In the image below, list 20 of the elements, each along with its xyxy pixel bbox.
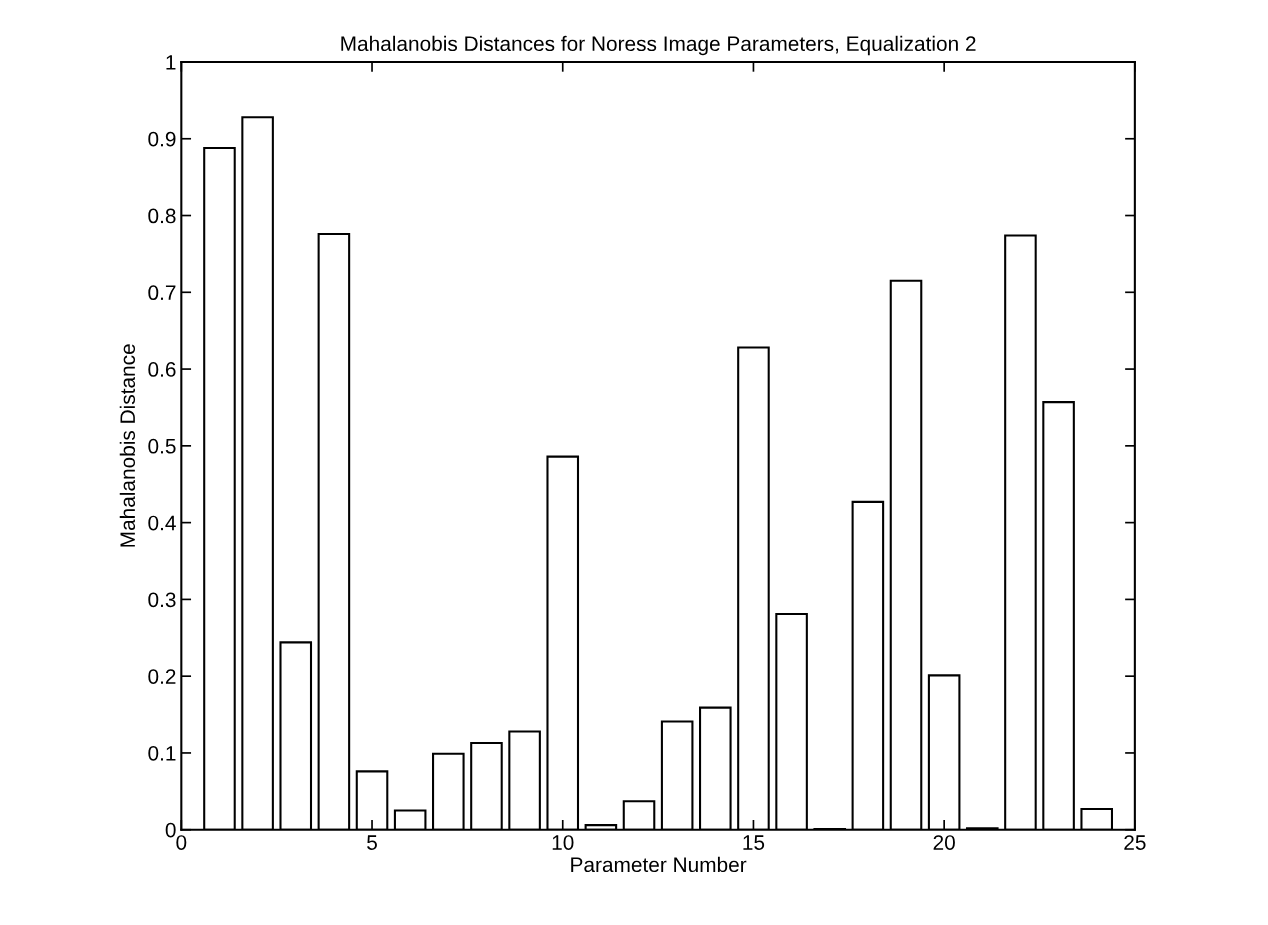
y-tick-label: 0.6 — [148, 362, 176, 377]
y-tick-label: 0 — [165, 822, 176, 838]
y-tick-label: 0.8 — [148, 208, 176, 224]
x-tick-label: 15 — [743, 835, 765, 850]
y-axis-title: Mahalanobis Distance — [119, 344, 136, 547]
x-tick-label: 25 — [1124, 835, 1146, 850]
y-tick-label: 0.9 — [148, 131, 176, 147]
x-tick-label: 5 — [367, 835, 377, 850]
chart-title: Mahalanobis Distances for Noress Image Parameters, Equalization 2 — [341, 35, 976, 56]
y-tick-label: 1 — [166, 55, 176, 70]
y-tick-label: 0.2 — [148, 669, 176, 684]
y-tick-label: 0.5 — [148, 438, 176, 454]
y-tick-label: 0.3 — [148, 592, 176, 608]
y-tick-label: 0.1 — [148, 745, 176, 761]
y-tick-label: 0.7 — [148, 285, 176, 301]
x-axis-title: Parameter Number — [571, 856, 747, 873]
y-tick-label: 0.4 — [148, 515, 176, 531]
x-tick-label: 20 — [933, 835, 955, 850]
x-tick-label: 10 — [552, 835, 574, 850]
x-tick-label: 0 — [176, 835, 187, 850]
